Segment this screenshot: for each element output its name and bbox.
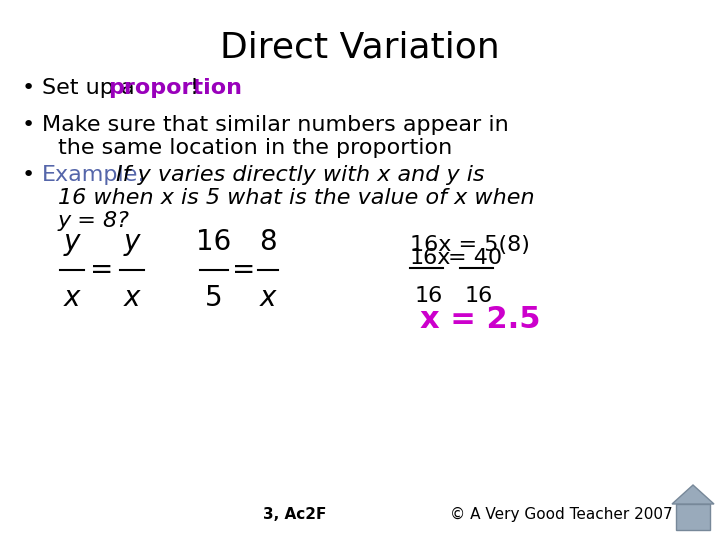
Text: x: x xyxy=(124,284,140,312)
Text: 8: 8 xyxy=(259,228,276,256)
Text: Direct Variation: Direct Variation xyxy=(220,30,500,64)
Text: •: • xyxy=(22,115,35,135)
Text: proportion: proportion xyxy=(108,78,242,98)
Text: !: ! xyxy=(190,78,199,98)
Text: x = 2.5: x = 2.5 xyxy=(420,306,541,334)
Text: y: y xyxy=(64,228,80,256)
Polygon shape xyxy=(672,485,714,504)
Text: Make sure that similar numbers appear in: Make sure that similar numbers appear in xyxy=(42,115,509,135)
Text: 16: 16 xyxy=(415,286,444,306)
Text: y: y xyxy=(124,228,140,256)
Text: © A Very Good Teacher 2007: © A Very Good Teacher 2007 xyxy=(450,507,672,522)
Text: 16x = 5(8): 16x = 5(8) xyxy=(410,235,530,255)
Text: Example:: Example: xyxy=(42,165,146,185)
Text: 5: 5 xyxy=(205,284,222,312)
Text: the same location in the proportion: the same location in the proportion xyxy=(58,138,452,158)
Text: =: = xyxy=(90,256,114,284)
Text: Set up a: Set up a xyxy=(42,78,142,98)
Text: 3, Ac2F: 3, Ac2F xyxy=(264,507,327,522)
Text: If y varies directly with x and y is: If y varies directly with x and y is xyxy=(116,165,485,185)
Text: 16x: 16x xyxy=(410,248,451,268)
FancyBboxPatch shape xyxy=(676,504,710,530)
Text: y = 8?: y = 8? xyxy=(58,211,130,231)
Text: 16: 16 xyxy=(197,228,232,256)
Text: x: x xyxy=(260,284,276,312)
Text: •: • xyxy=(22,78,35,98)
Text: = 40: = 40 xyxy=(448,248,502,268)
Text: 16 when x is 5 what is the value of x when: 16 when x is 5 what is the value of x wh… xyxy=(58,188,535,208)
Text: •: • xyxy=(22,165,35,185)
Text: 16: 16 xyxy=(465,286,493,306)
Text: x: x xyxy=(64,284,80,312)
Text: =: = xyxy=(233,256,256,284)
